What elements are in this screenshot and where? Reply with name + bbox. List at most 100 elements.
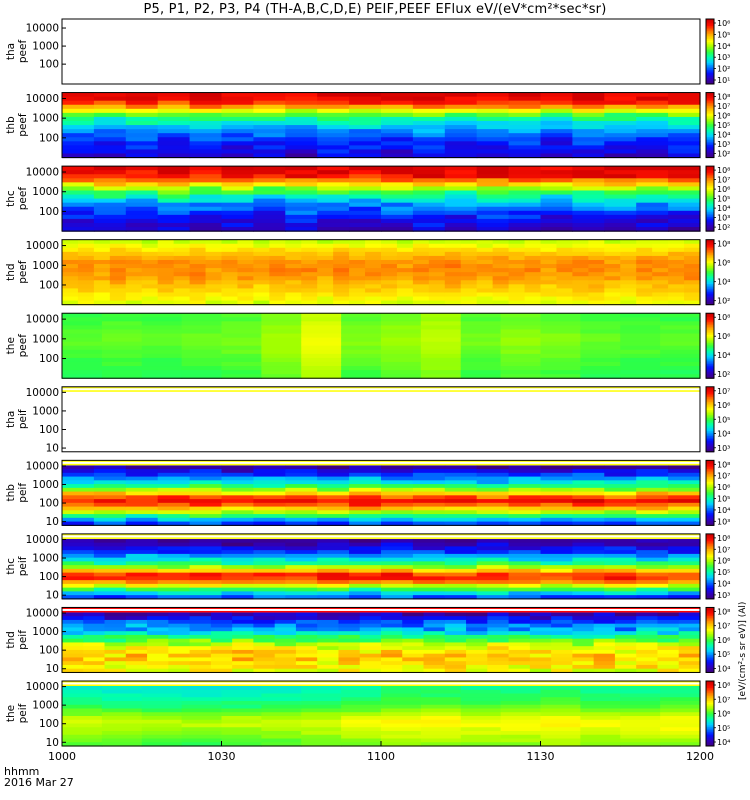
spectrogram-cell	[253, 247, 270, 253]
spectrogram-cell	[508, 480, 542, 485]
spectrogram-cell	[660, 693, 701, 698]
spectrogram-cell	[412, 465, 446, 470]
spectrogram-cell	[295, 627, 318, 632]
spectrogram-cell	[221, 300, 239, 306]
spectrogram-cell	[604, 546, 637, 551]
colorbar-segment	[706, 585, 714, 589]
colorbar-segment	[706, 33, 714, 36]
colorbar-tick-label: 10⁵	[717, 30, 730, 39]
colorbar-segment	[706, 636, 714, 639]
colorbar-tick-label: 10⁷	[717, 176, 730, 185]
spectrogram-cell	[412, 568, 446, 574]
spectrogram-cell	[147, 634, 169, 640]
spectrogram-cell	[572, 491, 605, 496]
spectrogram-cell	[341, 366, 382, 371]
spectrogram-cell	[93, 214, 127, 220]
spectrogram-cell	[508, 631, 531, 636]
spectrogram-cell	[62, 357, 103, 363]
spectrogram-cell	[93, 550, 127, 555]
panel-frame	[61, 165, 701, 232]
spectrogram-cell	[540, 145, 573, 151]
spectrogram-cell	[678, 631, 701, 636]
fill-value-band-stripe	[62, 461, 700, 464]
spectrogram-cell	[253, 96, 286, 102]
spectrogram-cell	[572, 125, 605, 130]
spectrogram-cell	[141, 288, 159, 294]
spectrogram-cell	[540, 738, 581, 743]
spectrogram-cell	[604, 272, 621, 277]
spectrogram-cell	[189, 288, 207, 294]
spectrogram-cell	[285, 227, 318, 232]
spectrogram-cell	[444, 292, 462, 298]
colorbar-segment	[706, 484, 714, 487]
spectrogram-cell	[444, 568, 478, 574]
spectrogram-cell	[678, 664, 701, 670]
spectrogram-cell	[556, 296, 573, 302]
spectrogram-cell	[62, 361, 103, 367]
spectrogram-cell	[317, 661, 340, 666]
spectrogram-cell	[428, 259, 446, 265]
spectrogram-cell	[428, 280, 446, 285]
spectrogram-cell	[101, 337, 143, 343]
spectrogram-cell	[210, 634, 233, 640]
spectrogram-cell	[580, 366, 621, 371]
spectrogram-cell	[317, 108, 350, 114]
spectrogram-cell	[83, 638, 106, 644]
colorbar-segment	[706, 214, 714, 217]
spectrogram-cell	[604, 284, 621, 290]
spectrogram-cell	[237, 243, 254, 249]
spectrogram-cell	[444, 100, 478, 106]
colorbar-tick-label: 10⁸	[717, 681, 730, 690]
spectrogram-cell	[684, 268, 701, 273]
spectrogram-cell	[141, 701, 183, 706]
spectrogram-cell	[668, 487, 701, 493]
spectrogram-cell	[157, 264, 175, 269]
spectrogram-cell	[101, 313, 143, 318]
spectrogram-cell	[253, 619, 276, 625]
spectrogram-cell	[157, 170, 191, 175]
colorbar-segment	[706, 505, 714, 508]
spectrogram-cell	[444, 521, 478, 526]
spectrogram-cell	[104, 642, 127, 647]
spectrogram-cell	[540, 697, 581, 702]
spectrogram-cell	[125, 186, 159, 192]
spectrogram-cell	[295, 634, 318, 640]
spectrogram-cell	[508, 657, 531, 662]
colorbar-segment	[706, 559, 714, 563]
spectrogram-cell	[141, 345, 183, 351]
spectrogram-cell	[125, 296, 143, 302]
spectrogram-cell	[487, 616, 510, 621]
spectrogram-cell	[157, 553, 191, 559]
spectrogram-cells	[62, 239, 701, 306]
y-tick-label: 100	[39, 424, 59, 436]
spectrogram-cell	[125, 572, 159, 577]
spectrogram-cell	[529, 649, 552, 655]
spectrogram-cell	[285, 280, 302, 285]
spectrogram-cell	[540, 247, 558, 253]
spectrogram-cell	[572, 239, 589, 245]
colorbar-segment	[706, 664, 714, 667]
spectrogram-cell	[157, 272, 175, 277]
spectrogram-cell	[62, 300, 79, 306]
spectrogram-cell	[444, 572, 478, 577]
colorbar-segment	[706, 299, 714, 302]
spectrogram-cell	[660, 366, 701, 371]
colorbar-tick-label: 10⁷	[717, 695, 730, 704]
spectrogram-cell	[157, 546, 191, 551]
spectrogram-cell	[147, 619, 169, 625]
spectrogram-cell	[668, 186, 701, 192]
spectrogram-cell	[381, 580, 414, 585]
colorbar-segment	[706, 373, 714, 376]
colorbar-segment	[706, 28, 714, 31]
spectrogram-cell	[365, 243, 382, 249]
spectrogram-cell	[508, 661, 531, 666]
spectrogram-cell	[580, 317, 621, 322]
colorbar-segment	[706, 239, 714, 242]
spectrogram-cell	[317, 487, 350, 493]
spectrogram-cell	[125, 491, 159, 496]
spectrogram-cell	[572, 182, 605, 188]
spectrogram-cell	[412, 116, 446, 122]
spectrogram-cell	[141, 353, 183, 359]
spectrogram-cell	[317, 568, 350, 574]
